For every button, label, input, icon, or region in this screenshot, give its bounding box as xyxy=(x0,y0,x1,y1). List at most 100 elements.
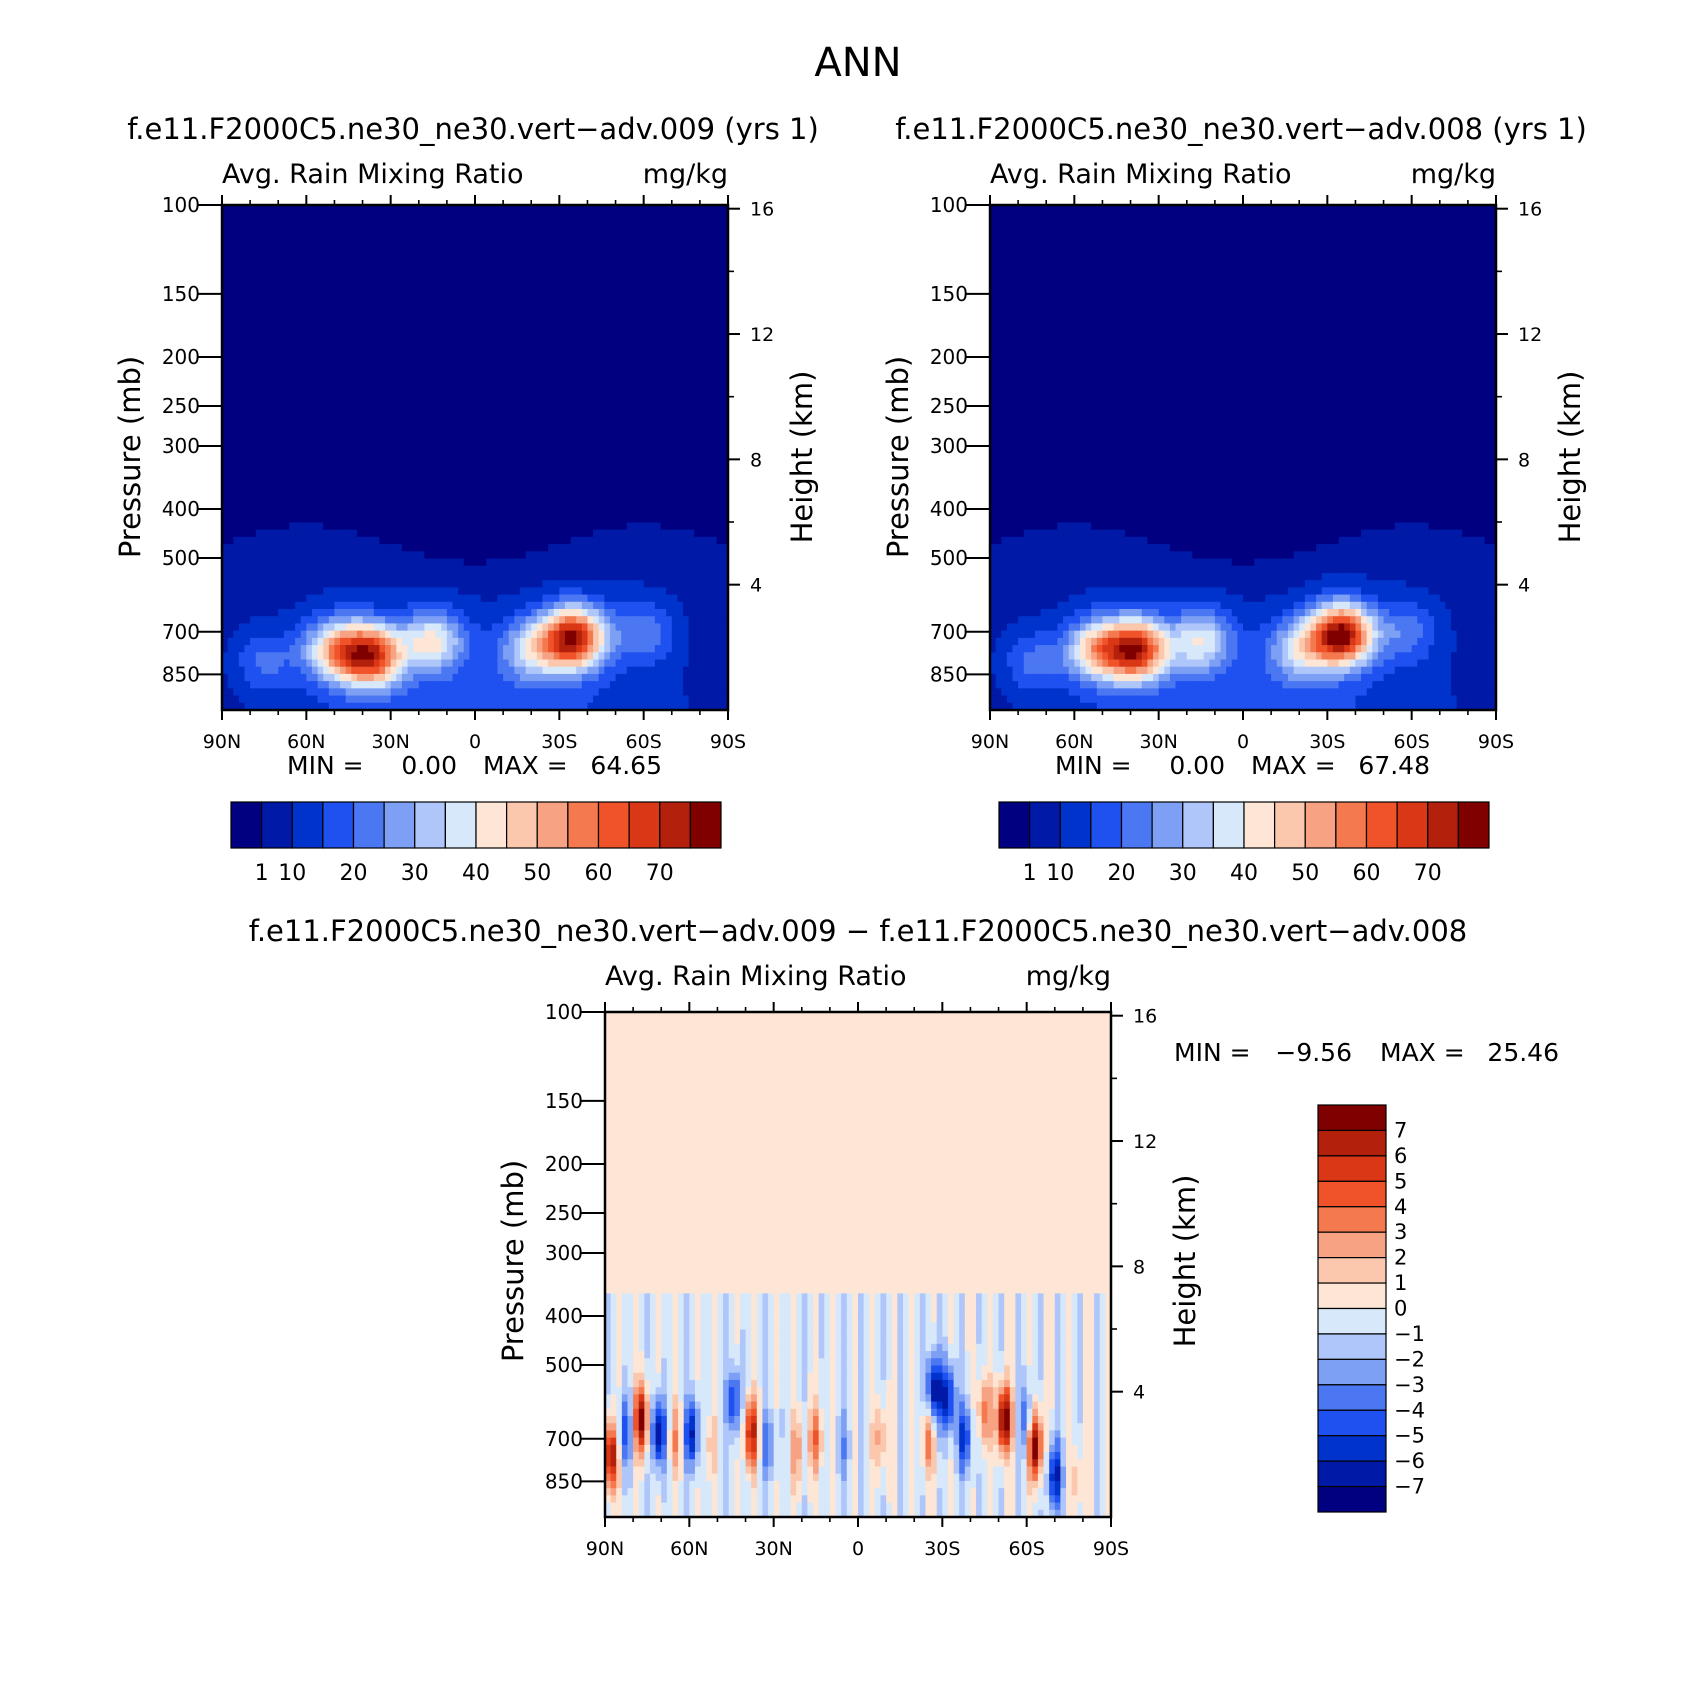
panel-009-cell xyxy=(463,334,470,343)
panel-009-cell xyxy=(711,370,718,379)
panel-009-cell xyxy=(576,248,583,257)
panel-009-cell xyxy=(683,269,690,278)
panel-009-cell xyxy=(278,378,285,386)
panel-009-cell xyxy=(368,349,375,358)
panel-009-cell xyxy=(227,356,234,365)
panel-009-cell xyxy=(615,587,622,596)
panel-009-cell xyxy=(452,241,459,249)
panel-009-cell xyxy=(345,551,352,560)
panel-009-cell xyxy=(587,255,594,264)
panel-009-cell xyxy=(716,428,723,437)
panel-009-cell xyxy=(469,226,476,235)
panel-009-cell xyxy=(407,536,414,545)
panel-009-cell xyxy=(385,212,392,221)
panel-009-cell xyxy=(694,457,701,466)
panel-009-cell xyxy=(463,493,470,502)
panel-009-cell xyxy=(475,421,482,430)
panel-009-cell xyxy=(699,399,707,408)
panel-009-cell xyxy=(654,226,662,235)
panel-009-cell xyxy=(266,334,274,343)
panel-009-cell xyxy=(323,284,330,293)
panel-009-cell xyxy=(300,508,307,516)
panel-009-cell xyxy=(581,399,589,408)
panel-009-cell xyxy=(458,544,465,552)
panel-009-cell xyxy=(508,551,515,560)
panel-009-cell xyxy=(480,327,487,336)
panel-009-cell xyxy=(531,385,538,394)
panel-009-cell xyxy=(486,320,493,329)
panel-009-cell xyxy=(334,212,341,221)
panel-009-cell xyxy=(278,269,285,278)
panel-009-cell xyxy=(379,536,386,545)
panel-009-cell xyxy=(255,471,262,480)
panel-009-cell xyxy=(519,385,527,394)
panel-009-cell xyxy=(553,522,560,531)
panel-009-cell xyxy=(250,594,257,603)
panel-009-cell xyxy=(311,399,319,408)
panel-009-cell xyxy=(593,572,600,581)
panel-009-cell xyxy=(458,356,465,365)
panel-009-cell xyxy=(362,536,369,545)
panel-009-cell xyxy=(424,342,431,350)
panel-009-cell xyxy=(694,421,701,430)
panel-009-cell xyxy=(351,443,358,451)
panel-009-cell xyxy=(244,551,251,560)
panel-009: f.e11.F2000C5.ne30_ne30.vert−adv.009 (yr… xyxy=(113,112,819,886)
panel-009-cell xyxy=(542,580,549,588)
panel-009-cell xyxy=(632,385,639,394)
panel-009-cell xyxy=(632,334,639,343)
panel-009-cell xyxy=(705,508,712,516)
panel-009-cell xyxy=(593,255,600,264)
panel-009-cell xyxy=(424,306,431,314)
panel-009-cell xyxy=(705,479,712,487)
panel-009-cell xyxy=(581,219,589,228)
panel-009-cell xyxy=(677,558,684,567)
panel-009-cell xyxy=(317,356,324,365)
panel-009-cell xyxy=(553,349,560,358)
panel-009-cell xyxy=(418,529,425,538)
panel-009-cell xyxy=(244,291,251,300)
panel-009-cell xyxy=(632,313,639,322)
panel-009-cell xyxy=(250,544,257,552)
panel-009-cell xyxy=(491,342,499,350)
panel-009-cell xyxy=(609,284,617,293)
panel-009-cell xyxy=(581,435,589,444)
panel-009-cell xyxy=(227,313,234,322)
panel-009-cell xyxy=(289,558,296,567)
panel-009-cell xyxy=(356,291,364,300)
panel-009-cell xyxy=(345,255,352,264)
panel-009-cell xyxy=(491,479,499,487)
panel-009-cell xyxy=(666,212,673,221)
panel-009-cell xyxy=(401,407,409,415)
panel-009-cell xyxy=(368,320,375,329)
panel-009-cell xyxy=(446,457,454,466)
panel-009-cell xyxy=(430,205,437,213)
panel-009-cell xyxy=(514,334,521,343)
panel-009-cell xyxy=(688,486,695,495)
panel-009-cell xyxy=(351,327,358,336)
panel-009-cell xyxy=(480,255,487,264)
panel-009-cell xyxy=(458,212,465,221)
panel-009-cell xyxy=(683,320,690,329)
panel-009-cell xyxy=(222,407,229,415)
panel-009-cell xyxy=(373,284,381,293)
panel-009-cell xyxy=(441,580,448,588)
panel-009-cell xyxy=(351,313,358,322)
panel-009-cell xyxy=(379,277,386,285)
panel-009-cell xyxy=(261,284,268,293)
panel-009-cell xyxy=(514,205,521,213)
panel-009-cell xyxy=(424,356,431,365)
panel-009-cell xyxy=(272,385,279,394)
panel-009-cell xyxy=(368,356,375,365)
panel-009-cell xyxy=(598,428,605,437)
panel-009-cell xyxy=(345,363,352,372)
panel-009-cell xyxy=(609,233,617,242)
panel-009-cell xyxy=(295,544,302,552)
panel-009-cell xyxy=(475,500,482,509)
panel-009-cell xyxy=(593,205,600,213)
panel-009-cell xyxy=(564,486,572,495)
panel-009-cell xyxy=(340,342,347,350)
panel-009-cell xyxy=(587,558,594,567)
panel-009-cell xyxy=(508,471,515,480)
panel-009-cell xyxy=(458,565,465,574)
